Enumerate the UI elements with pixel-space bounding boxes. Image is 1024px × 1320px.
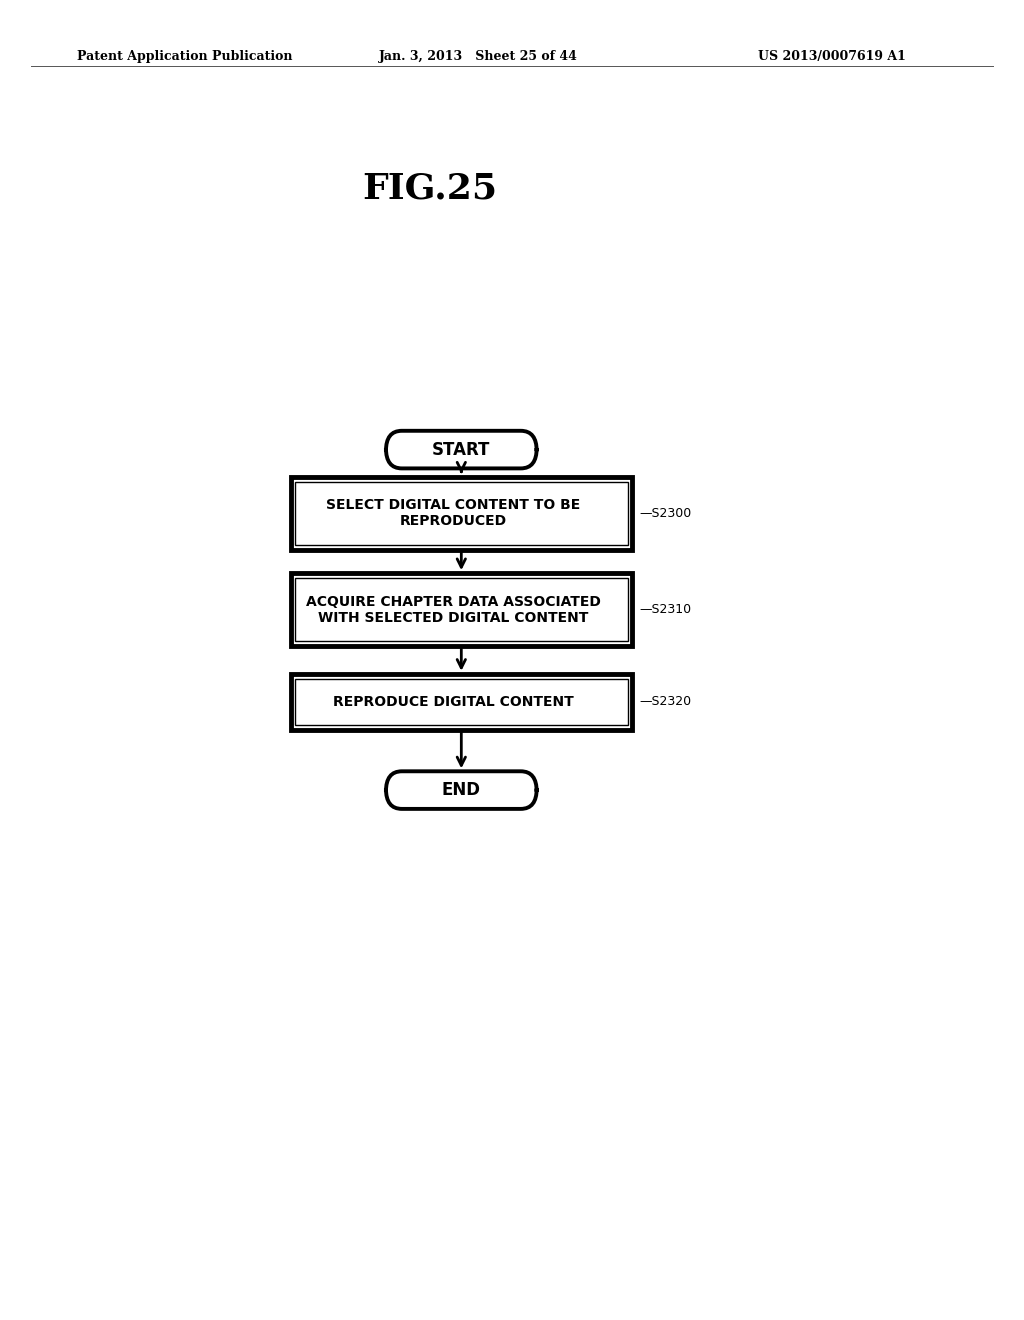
Text: ACQUIRE CHAPTER DATA ASSOCIATED
WITH SELECTED DIGITAL CONTENT: ACQUIRE CHAPTER DATA ASSOCIATED WITH SEL… bbox=[306, 594, 601, 624]
Text: —S2310: —S2310 bbox=[640, 603, 692, 616]
Text: END: END bbox=[441, 781, 481, 799]
Text: SELECT DIGITAL CONTENT TO BE
REPRODUCED: SELECT DIGITAL CONTENT TO BE REPRODUCED bbox=[327, 498, 581, 528]
Text: US 2013/0007619 A1: US 2013/0007619 A1 bbox=[758, 50, 905, 63]
FancyBboxPatch shape bbox=[295, 482, 628, 545]
FancyBboxPatch shape bbox=[291, 673, 632, 730]
Text: FIG.25: FIG.25 bbox=[362, 172, 498, 206]
FancyBboxPatch shape bbox=[386, 771, 537, 809]
FancyBboxPatch shape bbox=[295, 678, 628, 725]
Text: —S2300: —S2300 bbox=[640, 507, 692, 520]
Text: —S2320: —S2320 bbox=[640, 696, 692, 708]
Text: START: START bbox=[432, 441, 490, 458]
Text: REPRODUCE DIGITAL CONTENT: REPRODUCE DIGITAL CONTENT bbox=[333, 694, 573, 709]
FancyBboxPatch shape bbox=[295, 578, 628, 642]
Text: Jan. 3, 2013   Sheet 25 of 44: Jan. 3, 2013 Sheet 25 of 44 bbox=[379, 50, 578, 63]
FancyBboxPatch shape bbox=[291, 573, 632, 647]
FancyBboxPatch shape bbox=[386, 430, 537, 469]
Text: Patent Application Publication: Patent Application Publication bbox=[77, 50, 292, 63]
FancyBboxPatch shape bbox=[291, 477, 632, 549]
